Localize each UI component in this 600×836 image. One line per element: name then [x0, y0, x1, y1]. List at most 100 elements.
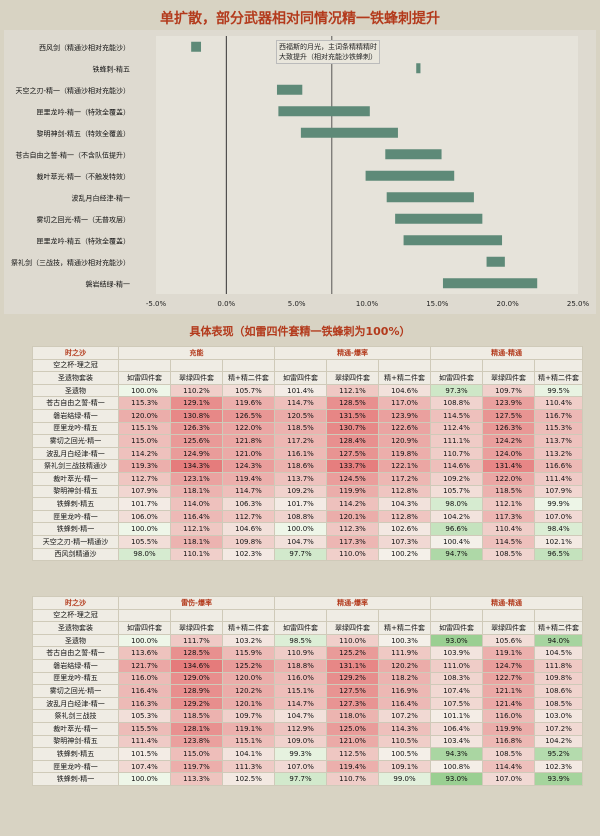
- value-cell: 121.0%: [222, 446, 275, 461]
- range-bar: [416, 63, 421, 74]
- value-cell: 93.9%: [534, 772, 584, 786]
- value-cell: 99.5%: [534, 383, 584, 398]
- value-cell: 122.1%: [377, 459, 432, 473]
- value-cell: 111.4%: [534, 471, 584, 486]
- value-cell: 104.2%: [534, 734, 584, 749]
- blank-cell: [274, 358, 327, 373]
- value-cell: 103.4%: [430, 734, 484, 749]
- value-cell: 110.7%: [326, 772, 380, 786]
- value-cell: 114.2%: [118, 446, 171, 461]
- value-cell: 117.3%: [482, 509, 536, 524]
- value-cell: 100.0%: [118, 633, 171, 648]
- value-cell: 112.9%: [274, 721, 328, 736]
- value-cell: 127.5%: [326, 684, 380, 698]
- value-cell: 112.3%: [326, 522, 379, 536]
- value-cell: 100.4%: [430, 534, 484, 549]
- x-tick-label: 0.0%: [217, 300, 235, 308]
- value-cell: 105.6%: [482, 633, 536, 648]
- row-label: 裁叶萃光-精一: [32, 721, 119, 736]
- value-cell: 127.3%: [326, 696, 380, 711]
- value-cell: 113.7%: [534, 434, 584, 448]
- blank-cell: [118, 608, 171, 623]
- value-cell: 109.0%: [274, 734, 328, 749]
- value-cell: 115.0%: [170, 747, 223, 761]
- sub-header: 如雷四件套: [274, 621, 328, 635]
- value-cell: 131.1%: [326, 658, 380, 673]
- value-cell: 122.0%: [222, 421, 275, 436]
- category-label: 西风剑（精通沙相对充能沙）: [39, 43, 130, 52]
- value-cell: 110.5%: [378, 734, 432, 749]
- range-bar: [278, 106, 370, 117]
- value-cell: 105.7%: [430, 484, 484, 499]
- value-cell: 110.7%: [430, 446, 484, 461]
- value-cell: 113.7%: [274, 471, 327, 486]
- value-cell: 126.3%: [170, 421, 223, 436]
- value-cell: 107.0%: [534, 509, 584, 524]
- sub-header: 如雷四件套: [430, 371, 484, 385]
- blank-cell: [534, 358, 584, 373]
- value-cell: 119.4%: [326, 759, 380, 774]
- value-cell: 119.9%: [326, 484, 379, 499]
- value-cell: 114.5%: [482, 534, 536, 549]
- row-label: 匣里龙吟-精五: [32, 671, 119, 686]
- table-row: 磐岩结绿-精一 120.0% 130.8% 126.5% 120.5% 131.5% 123…: [32, 408, 584, 423]
- sub-header: 精+精二件套: [534, 371, 584, 385]
- value-cell: 112.8%: [377, 509, 432, 524]
- value-cell: 128.9%: [170, 684, 223, 698]
- row-label: 西风剑精通沙: [32, 547, 119, 562]
- value-cell: 114.6%: [430, 459, 484, 473]
- x-tick-label: 5.0%: [288, 300, 306, 308]
- value-cell: 112.7%: [118, 471, 171, 486]
- value-cell: 94.0%: [534, 633, 584, 648]
- value-cell: 120.0%: [118, 408, 171, 423]
- results-table-1: 时之沙 充能 精通-爆率 精通-精通 空之杯-理之冠 圣遗物套装 如雷四件套 翠绿四件套 精+精…: [32, 346, 584, 562]
- value-cell: 111.4%: [118, 734, 171, 749]
- value-cell: 97.7%: [274, 772, 328, 786]
- row-label: 黎明神剑-精五: [32, 484, 119, 499]
- value-cell: 118.5%: [274, 421, 327, 436]
- value-cell: 116.4%: [118, 684, 171, 698]
- value-cell: 107.0%: [274, 759, 328, 774]
- value-cell: 117.2%: [377, 471, 432, 486]
- value-cell: 100.0%: [118, 383, 171, 398]
- value-cell: 94.7%: [430, 547, 484, 562]
- value-cell: 119.1%: [221, 721, 276, 736]
- category-label: 磐岩结绿-精一: [85, 279, 130, 288]
- value-cell: 119.9%: [482, 721, 536, 736]
- value-cell: 120.1%: [221, 696, 276, 711]
- value-cell: 105.3%: [118, 709, 171, 723]
- value-cell: 118.6%: [274, 459, 327, 473]
- value-cell: 101.1%: [430, 709, 484, 723]
- value-cell: 119.3%: [118, 459, 171, 473]
- value-cell: 116.1%: [274, 446, 327, 461]
- value-cell: 111.3%: [221, 759, 276, 774]
- value-cell: 131.5%: [326, 408, 379, 423]
- x-tick-label: 25.0%: [567, 300, 590, 308]
- value-cell: 125.6%: [170, 434, 223, 448]
- value-cell: 111.0%: [430, 658, 484, 673]
- value-cell: 103.0%: [534, 709, 584, 723]
- table-row: 磐岩结绿-精一 121.7% 134.6% 125.2% 118.8% 131.1% 120…: [32, 658, 584, 673]
- value-cell: 100.0%: [274, 522, 327, 536]
- value-cell: 115.9%: [221, 646, 276, 660]
- table-row: 裁叶萃光-精一 112.7% 123.1% 119.4% 113.7% 124.5% 117…: [32, 471, 584, 486]
- value-cell: 116.4%: [170, 509, 223, 524]
- value-cell: 111.1%: [430, 434, 484, 448]
- value-cell: 102.3%: [222, 547, 275, 562]
- value-cell: 115.1%: [118, 421, 171, 436]
- value-cell: 106.0%: [118, 509, 171, 524]
- value-cell: 107.4%: [430, 684, 484, 698]
- value-cell: 127.5%: [482, 408, 536, 423]
- value-cell: 118.1%: [170, 484, 223, 499]
- value-cell: 107.9%: [534, 484, 584, 499]
- blank-cell: [378, 608, 432, 623]
- value-cell: 116.8%: [482, 734, 536, 749]
- value-cell: 93.0%: [430, 633, 484, 648]
- value-cell: 102.1%: [534, 534, 584, 549]
- value-cell: 115.1%: [274, 684, 328, 698]
- value-cell: 128.5%: [170, 646, 223, 660]
- row-label: 磐岩结绿-精一: [32, 408, 119, 423]
- value-cell: 126.3%: [482, 421, 536, 436]
- value-cell: 124.7%: [482, 658, 536, 673]
- blank-cell: [274, 608, 328, 623]
